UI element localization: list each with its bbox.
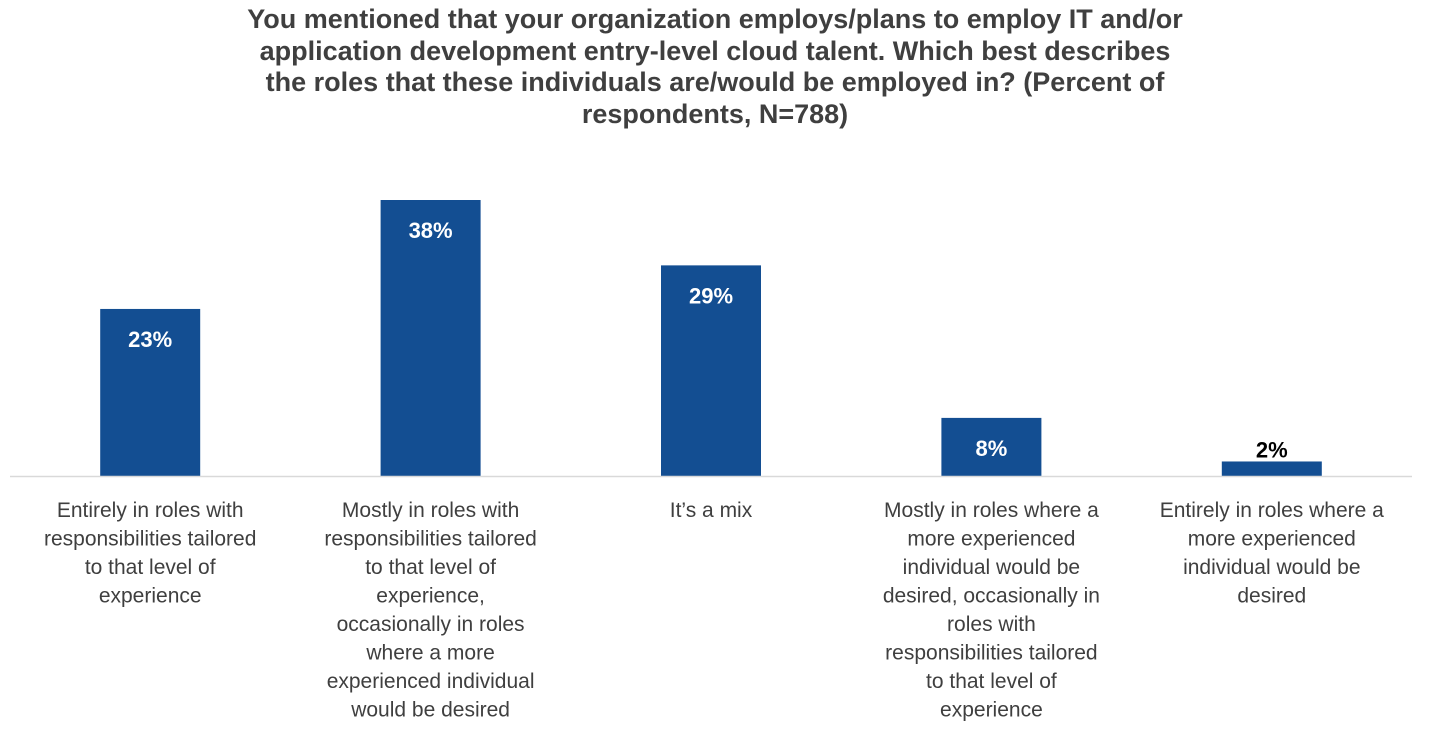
chart-title: You mentioned that your organization emp… [150, 4, 1280, 130]
category-label: It’s a mix [670, 499, 753, 522]
data-label: 23% [128, 327, 172, 352]
data-label: 8% [976, 436, 1008, 461]
bar [1221, 461, 1322, 476]
chart-title-line: the roles that these individuals are/wou… [265, 67, 1165, 97]
chart-title-line: You mentioned that your organization emp… [247, 4, 1183, 34]
category-label: Entirely in roles where a more experience… [1160, 499, 1384, 608]
data-label: 38% [409, 218, 453, 243]
chart-title-line: application development entry-level clou… [259, 35, 1171, 66]
category-label: Mostly in roles where a more experienced i… [883, 499, 1100, 722]
category-label: Entirely in roles with responsibilities t… [44, 499, 256, 608]
chart-title-line: respondents, N=788) [581, 98, 849, 129]
data-label: 29% [689, 283, 733, 308]
bar [100, 308, 201, 476]
category-label: Mostly in roles with responsibilities tai… [324, 499, 536, 722]
bar [941, 417, 1042, 476]
data-label: 2% [1256, 437, 1288, 462]
bar [661, 265, 761, 476]
bar [380, 200, 481, 476]
